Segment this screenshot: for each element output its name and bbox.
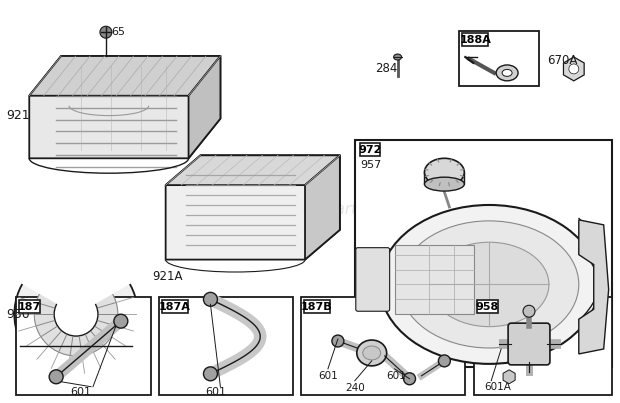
Circle shape xyxy=(569,64,579,74)
Bar xyxy=(159,297,293,395)
Bar xyxy=(477,300,498,313)
Ellipse shape xyxy=(400,221,579,348)
Bar xyxy=(425,172,464,184)
Text: 601: 601 xyxy=(71,387,92,397)
Text: 670A: 670A xyxy=(547,54,577,67)
Polygon shape xyxy=(166,155,340,260)
Polygon shape xyxy=(29,56,220,158)
Text: 921A: 921A xyxy=(153,270,183,283)
Circle shape xyxy=(34,272,118,356)
Bar xyxy=(474,297,612,395)
Ellipse shape xyxy=(430,242,549,327)
Bar xyxy=(360,143,380,156)
Wedge shape xyxy=(20,250,132,314)
Polygon shape xyxy=(188,56,220,158)
Ellipse shape xyxy=(425,177,464,191)
Ellipse shape xyxy=(425,158,464,186)
Ellipse shape xyxy=(363,346,381,360)
Text: 284: 284 xyxy=(374,62,397,75)
Polygon shape xyxy=(579,220,609,354)
Text: 601: 601 xyxy=(318,371,338,381)
Ellipse shape xyxy=(438,355,450,367)
Polygon shape xyxy=(29,56,220,96)
Text: 957: 957 xyxy=(360,160,381,170)
Circle shape xyxy=(100,26,112,38)
Ellipse shape xyxy=(203,292,218,306)
Bar xyxy=(459,31,539,86)
Bar xyxy=(19,300,40,313)
Text: 187B: 187B xyxy=(301,302,333,312)
Ellipse shape xyxy=(356,340,387,366)
Bar xyxy=(355,140,612,367)
FancyBboxPatch shape xyxy=(508,323,550,365)
Text: 601: 601 xyxy=(387,371,406,381)
Circle shape xyxy=(523,305,535,317)
FancyBboxPatch shape xyxy=(356,248,389,311)
Bar xyxy=(16,297,151,395)
Text: 188A: 188A xyxy=(459,35,491,45)
Ellipse shape xyxy=(379,205,599,364)
Text: 240: 240 xyxy=(345,383,365,393)
Text: 187A: 187A xyxy=(159,302,190,312)
Circle shape xyxy=(54,292,98,336)
Polygon shape xyxy=(166,155,340,185)
Ellipse shape xyxy=(203,367,218,381)
Bar xyxy=(463,33,488,46)
Polygon shape xyxy=(305,155,340,260)
Bar xyxy=(394,245,474,314)
Ellipse shape xyxy=(332,335,344,347)
Text: 972: 972 xyxy=(358,145,382,155)
Text: 601: 601 xyxy=(205,387,226,397)
Text: 921: 921 xyxy=(6,109,30,122)
Text: 65: 65 xyxy=(111,27,125,37)
Text: 187: 187 xyxy=(18,302,41,312)
Circle shape xyxy=(14,253,138,376)
Text: eReplacementParts.com: eReplacementParts.com xyxy=(216,202,404,218)
Ellipse shape xyxy=(404,373,415,385)
Text: 601A: 601A xyxy=(484,382,511,392)
Ellipse shape xyxy=(502,69,512,76)
Text: 958: 958 xyxy=(476,302,499,312)
Ellipse shape xyxy=(49,370,63,384)
Bar xyxy=(304,300,330,313)
Bar xyxy=(301,297,465,395)
Text: 930: 930 xyxy=(6,308,30,321)
Bar xyxy=(162,300,188,313)
Ellipse shape xyxy=(394,54,402,60)
Ellipse shape xyxy=(114,314,128,328)
Ellipse shape xyxy=(496,65,518,81)
